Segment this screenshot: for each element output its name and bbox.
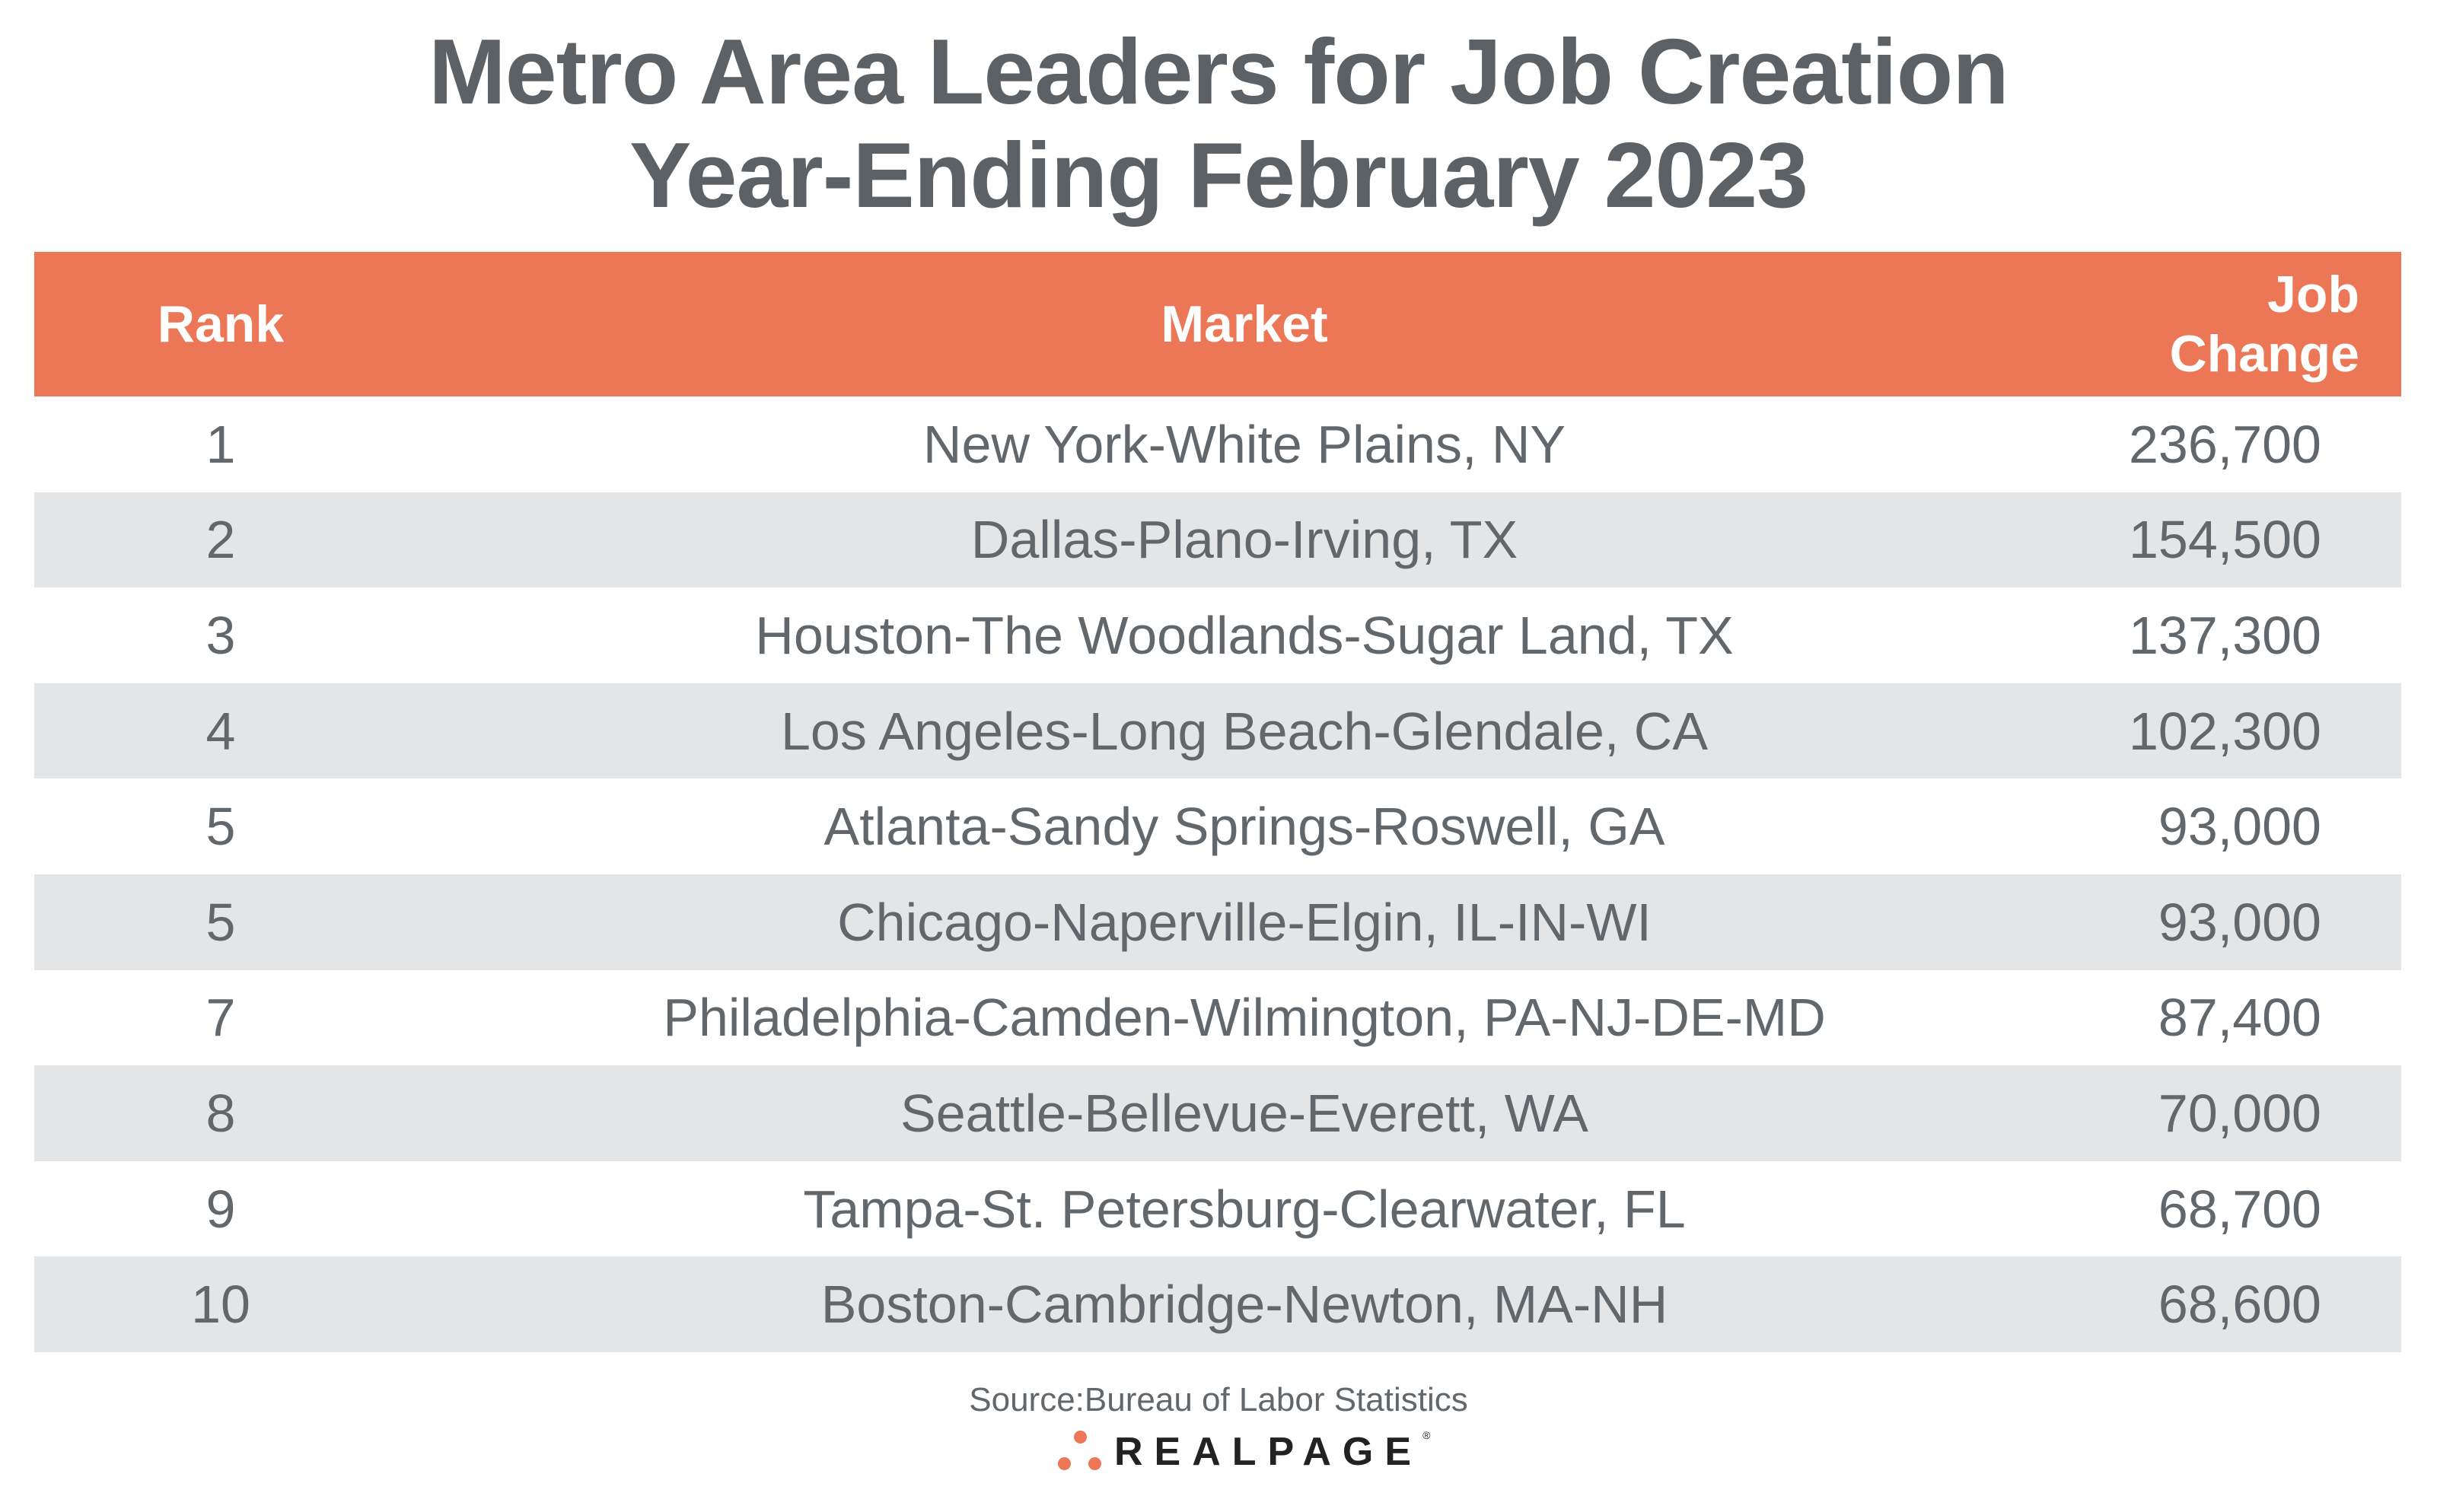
table-row: 5 Atlanta-Sandy Springs-Roswell, GA 93,000 [34,778,2401,874]
title-line-2: Year-Ending February 2023 [629,123,1808,227]
job-change-cell: 137,300 [2128,605,2321,665]
job-change-cell: 154,500 [2128,510,2321,570]
job-change-cell: 93,000 [2158,892,2321,952]
job-change-cell: 68,700 [2158,1179,2321,1239]
table-header: Rank Market Job Change [34,252,2401,396]
source-note: Source:Bureau of Labor Statistics [969,1381,1468,1418]
table-row: 7 Philadelphia-Camden-Wilmington, PA-NJ-D… [34,970,2401,1066]
realpage-logo: REALPAGE ® [1058,1429,1430,1475]
market-cell: Los Angeles-Long Beach-Glendale, CA [780,701,1709,761]
rank-cell: 1 [205,414,236,474]
job-creation-table: Rank Market Job Change 1 New York-White P… [34,252,2401,1352]
job-change-cell: 93,000 [2158,797,2321,857]
rank-cell: 9 [205,1179,236,1239]
table-row: 3 Houston-The Woodlands-Sugar Land, TX 137… [34,587,2401,683]
logo-text: REALPAGE [1114,1430,1423,1474]
table-row: 5 Chicago-Naperville-Elgin, IL-IN-WI 93,00… [34,874,2401,970]
job-change-cell: 68,600 [2158,1275,2321,1335]
rank-cell: 7 [205,988,236,1048]
market-cell: Seattle-Bellevue-Everett, WA [900,1083,1588,1143]
rank-cell: 8 [205,1083,236,1143]
table-row: 2 Dallas-Plano-Irving, TX 154,500 [34,492,2401,588]
job-change-cell: 236,700 [2128,414,2321,474]
logo-dots-icon [1058,1431,1104,1473]
table-row: 9 Tampa-St. Petersburg-Clearwater, FL 68,7… [34,1161,2401,1257]
table-row: 1 New York-White Plains, NY 236,700 [34,396,2401,492]
table-row: 10 Boston-Cambridge-Newton, MA-NH 68,600 [34,1256,2401,1352]
title-line-1: Metro Area Leaders for Job Creation [428,20,2009,123]
rank-cell: 2 [205,510,236,570]
market-cell: Dallas-Plano-Irving, TX [970,510,1518,570]
market-cell: Houston-The Woodlands-Sugar Land, TX [755,605,1734,665]
header-rank: Rank [157,295,285,353]
rank-cell: 10 [191,1275,250,1335]
market-cell: Philadelphia-Camden-Wilmington, PA-NJ-DE… [663,988,1826,1048]
market-cell: Atlanta-Sandy Springs-Roswell, GA [823,797,1665,857]
rank-cell: 5 [205,892,236,952]
market-cell: Boston-Cambridge-Newton, MA-NH [820,1275,1668,1335]
header-market: Market [1161,295,1328,353]
registered-mark: ® [1422,1429,1431,1441]
market-cell: New York-White Plains, NY [922,414,1566,474]
page-title: Metro Area Leaders for Job Creation Year… [0,20,2437,227]
table-row: 8 Seattle-Bellevue-Everett, WA 70,000 [34,1065,2401,1161]
market-cell: Chicago-Naperville-Elgin, IL-IN-WI [837,892,1652,952]
table-row: 4 Los Angeles-Long Beach-Glendale, CA 102,… [34,683,2401,779]
job-change-cell: 87,400 [2158,988,2321,1048]
job-change-cell: 102,300 [2128,701,2321,761]
market-cell: Tampa-St. Petersburg-Clearwater, FL [803,1179,1686,1239]
header-job-change: Job Change [2169,266,2359,383]
job-change-cell: 70,000 [2158,1083,2321,1143]
rank-cell: 3 [205,605,236,665]
rank-cell: 5 [205,797,236,857]
rank-cell: 4 [205,701,236,761]
